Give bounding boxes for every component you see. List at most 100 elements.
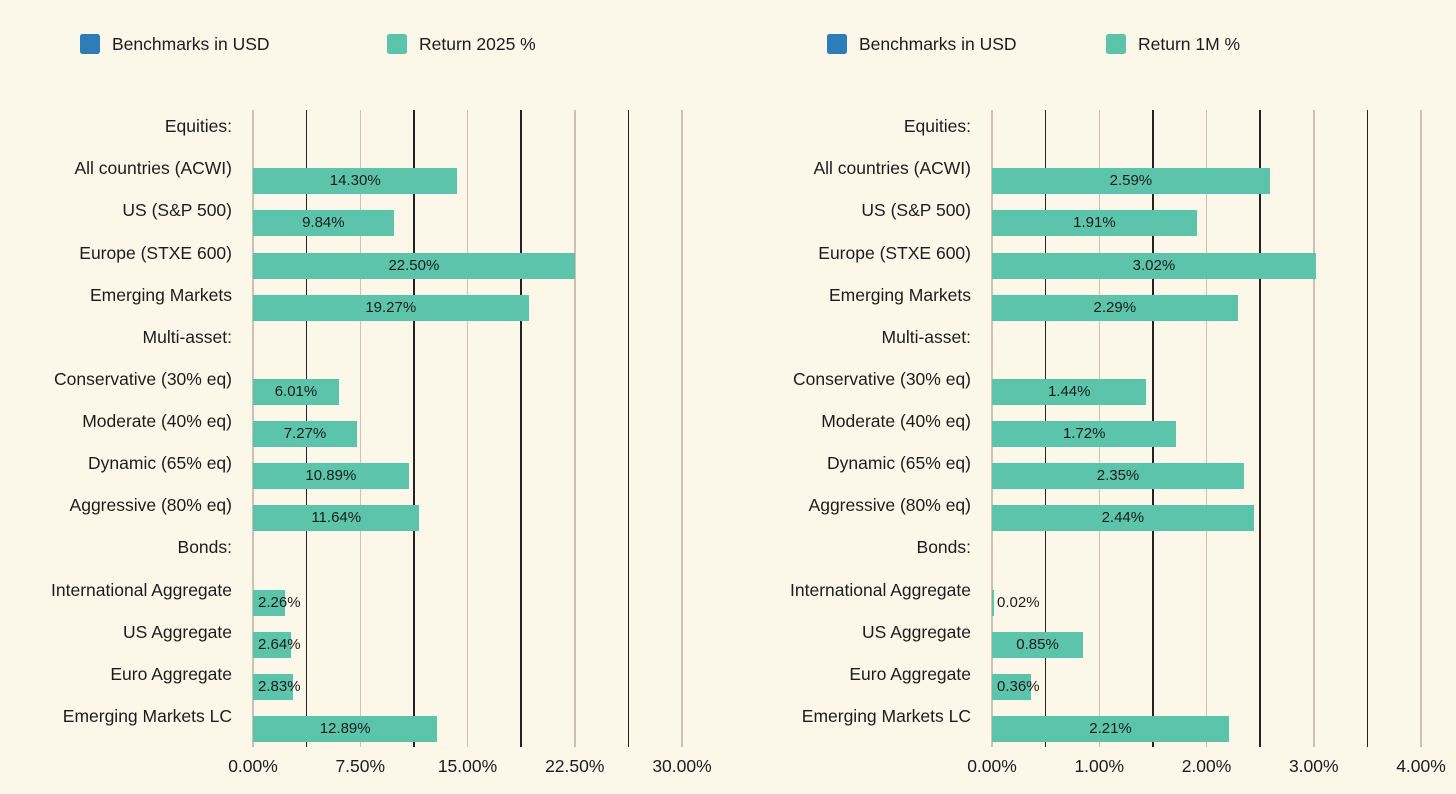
bar[interactable] xyxy=(253,168,458,195)
bar-value-label: 2.35% xyxy=(1096,467,1140,485)
x-axis-tick xyxy=(627,742,630,747)
grid-line-major xyxy=(1313,110,1315,742)
x-axis-tick-label: 2.00% xyxy=(1181,756,1232,776)
bar-value-label: 1.44% xyxy=(1047,382,1091,400)
category-label: Emerging Markets xyxy=(829,284,971,305)
category-label: Euro Aggregate xyxy=(110,663,232,684)
grid-line-major xyxy=(681,110,683,742)
bar[interactable] xyxy=(253,631,291,658)
category-label: Emerging Markets xyxy=(90,284,232,305)
grid-line-major xyxy=(574,110,576,742)
x-axis-tick xyxy=(413,742,415,747)
bar[interactable] xyxy=(992,673,1031,700)
bar[interactable] xyxy=(253,210,394,237)
x-axis-tick-label: 7.50% xyxy=(335,756,386,776)
bar-value-label: 19.27% xyxy=(365,298,417,316)
grid-line-minor xyxy=(1366,110,1369,742)
bar[interactable] xyxy=(253,505,420,532)
category-label: Europe (STXE 600) xyxy=(818,242,971,263)
return-teal-legend-swatch-icon xyxy=(1106,34,1126,54)
bar-value-label: 1.72% xyxy=(1062,425,1106,443)
category-label: Dynamic (65% eq) xyxy=(827,453,971,474)
x-axis-tick-label: 3.00% xyxy=(1288,756,1339,776)
bar-value-label: 6.01% xyxy=(274,382,318,400)
bar-value-label: 1.91% xyxy=(1073,214,1116,232)
bar-value-label: 0.02% xyxy=(997,593,1040,611)
x-axis-tick xyxy=(466,742,469,747)
x-axis-tick xyxy=(1420,742,1422,747)
bar-value-label: 2.29% xyxy=(1093,298,1137,316)
bar-value-label: 2.59% xyxy=(1109,172,1153,190)
grid-line-minor xyxy=(627,110,630,742)
bar[interactable] xyxy=(253,252,575,279)
bar[interactable] xyxy=(992,716,1230,742)
category-label: US (S&P 500) xyxy=(861,200,971,221)
bar[interactable] xyxy=(992,168,1270,195)
bar[interactable] xyxy=(253,378,339,405)
legend-label: Return 1M % xyxy=(1138,34,1241,54)
category-label: Aggressive (80% eq) xyxy=(69,495,232,516)
x-axis-tick-label: 15.00% xyxy=(437,756,498,776)
category-group-heading: Multi-asset: xyxy=(142,326,232,347)
grid-line-minor xyxy=(1259,110,1261,742)
bar[interactable] xyxy=(253,421,357,448)
bar[interactable] xyxy=(992,589,995,616)
grid-line-major xyxy=(359,110,361,742)
x-axis-tick xyxy=(991,742,993,747)
bar[interactable] xyxy=(253,716,438,742)
bar[interactable] xyxy=(253,589,286,616)
bar-value-label: 2.44% xyxy=(1101,509,1145,527)
category-label: US Aggregate xyxy=(123,621,232,642)
bar-value-label: 2.21% xyxy=(1089,720,1132,737)
x-axis-tick xyxy=(1152,742,1154,747)
category-label: Moderate (40% eq) xyxy=(82,411,232,432)
category-label: US (S&P 500) xyxy=(122,200,232,221)
x-axis-tick-label: 1.00% xyxy=(1074,756,1125,776)
bar[interactable] xyxy=(992,378,1147,405)
bar[interactable] xyxy=(992,463,1245,490)
bar-value-label: 22.50% xyxy=(388,256,440,274)
x-axis-tick xyxy=(359,742,361,747)
category-label: Europe (STXE 600) xyxy=(79,242,232,263)
category-label: Emerging Markets LC xyxy=(62,706,232,726)
bar-value-label: 10.89% xyxy=(305,467,357,485)
x-axis-tick xyxy=(1313,742,1315,747)
grid-line-minor xyxy=(520,110,522,742)
x-axis-tick-label: 30.00% xyxy=(652,756,712,776)
category-label: Euro Aggregate xyxy=(849,663,971,684)
category-group-heading: Multi-asset: xyxy=(881,326,971,347)
bar[interactable] xyxy=(992,252,1316,279)
bar[interactable] xyxy=(992,631,1084,658)
grid-line-major xyxy=(1420,110,1422,742)
bar[interactable] xyxy=(992,210,1197,237)
bar-value-label: 12.89% xyxy=(319,720,371,737)
bar-value-label: 14.30% xyxy=(329,172,381,190)
x-axis-tick xyxy=(574,742,576,747)
bar[interactable] xyxy=(992,421,1177,448)
x-axis-tick-label: 22.50% xyxy=(545,756,605,776)
grid-line-major xyxy=(466,110,469,742)
x-axis-tick xyxy=(681,742,683,747)
category-group-heading: Bonds: xyxy=(916,537,971,558)
category-group-heading: Equities: xyxy=(903,116,971,137)
grid-line-major xyxy=(1205,110,1208,742)
category-label: All countries (ACWI) xyxy=(813,158,971,179)
bar[interactable] xyxy=(253,294,529,321)
category-group-heading: Bonds: xyxy=(177,537,232,558)
bar-value-label: 0.85% xyxy=(1016,635,1059,653)
category-label: Emerging Markets LC xyxy=(801,706,971,726)
bar[interactable] xyxy=(253,463,409,490)
bar-value-label: 0.36% xyxy=(997,677,1040,695)
category-group-heading: Equities: xyxy=(164,116,232,137)
bar[interactable] xyxy=(992,505,1254,532)
category-label: Conservative (30% eq) xyxy=(54,368,232,389)
x-axis-tick-label: 0.00% xyxy=(967,756,1017,776)
bar[interactable] xyxy=(992,294,1238,321)
legend-label: Return 2025 % xyxy=(419,34,536,54)
return-teal-legend-swatch-icon xyxy=(387,34,407,54)
benchmark-blue-legend-swatch-icon xyxy=(80,34,100,54)
x-axis-tick xyxy=(252,742,254,747)
bar[interactable] xyxy=(253,673,294,700)
x-axis-tick xyxy=(1098,742,1100,747)
